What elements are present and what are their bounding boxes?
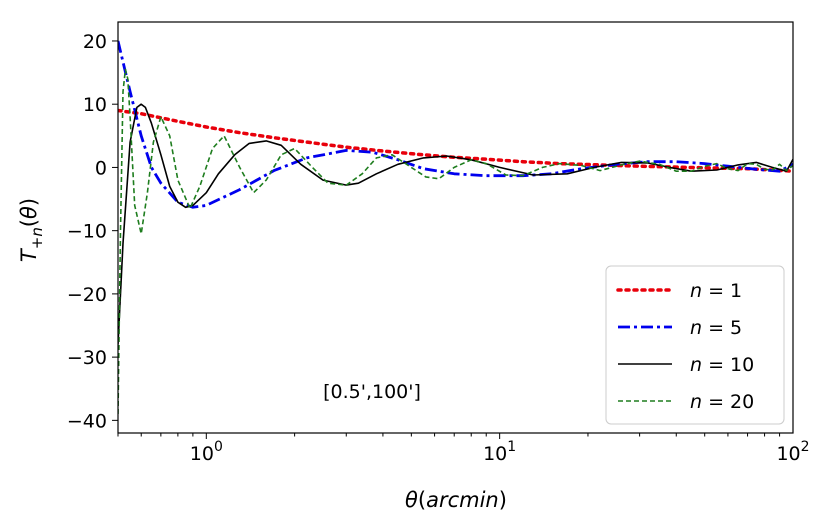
series-line-n5	[118, 40, 793, 209]
y-tick-label: 0	[95, 157, 107, 179]
y-tick-label: −10	[67, 221, 107, 243]
legend-label-n10: n = 10	[690, 354, 754, 376]
x-axis-label: θ(arcmin)	[405, 488, 507, 512]
y-tick-label: −40	[67, 410, 107, 432]
legend: n = 1 n = 5 n = 10 n = 20	[605, 265, 785, 425]
range-annotation: [0.5',100']	[323, 381, 421, 403]
x-tick-label: 101	[483, 439, 516, 465]
legend-label-n20: n = 20	[690, 391, 754, 413]
x-tick-label: 102	[776, 439, 809, 465]
x-tick-label: 100	[190, 439, 223, 465]
legend-label-n1: n = 1	[690, 280, 742, 302]
series-line-n20	[118, 68, 793, 415]
legend-box	[605, 265, 785, 425]
y-tick-label: 20	[83, 31, 107, 53]
legend-label-n5: n = 5	[690, 317, 742, 339]
series-lines	[118, 40, 793, 415]
y-tick-label: 10	[83, 94, 107, 116]
y-axis-label: T+n(θ)	[17, 198, 46, 262]
y-tick-label: −30	[67, 347, 107, 369]
plot-frame	[117, 21, 794, 434]
y-tick-label: −20	[67, 284, 107, 306]
